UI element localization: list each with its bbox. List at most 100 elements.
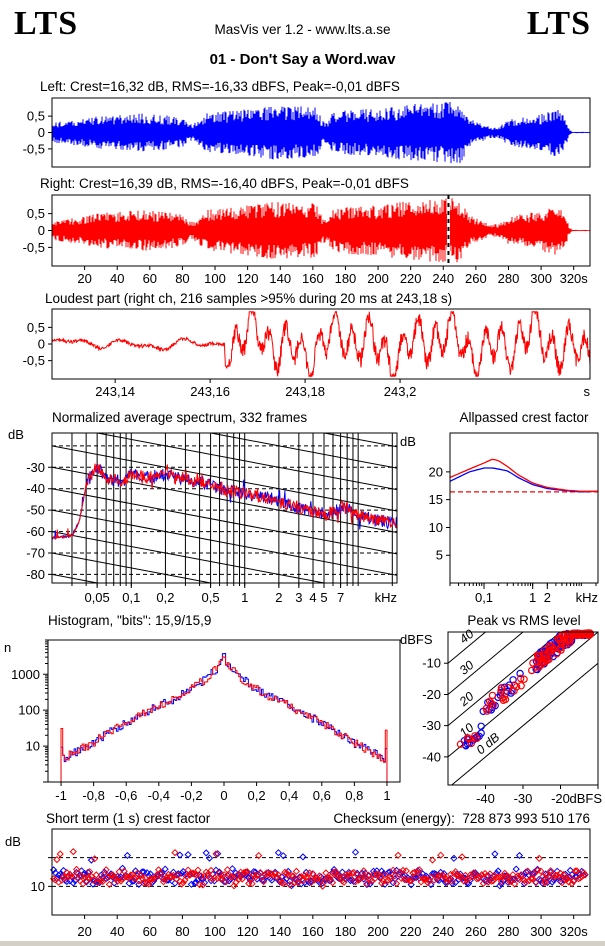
allpassed-crest-title: Allpassed crest factor xyxy=(459,410,589,425)
checksum-label: Checksum (energy): xyxy=(333,811,455,826)
svg-text:-20: -20 xyxy=(551,791,570,806)
svg-text:60: 60 xyxy=(143,924,157,939)
svg-text:243,16: 243,16 xyxy=(190,384,230,399)
svg-text:240: 240 xyxy=(432,924,454,939)
svg-text:243,18: 243,18 xyxy=(285,384,325,399)
checksum-line: Checksum (energy): 728 873 993 510 176 xyxy=(333,811,590,826)
svg-text:243,14: 243,14 xyxy=(95,384,135,399)
svg-text:120: 120 xyxy=(237,271,259,286)
svg-text:200: 200 xyxy=(367,924,389,939)
svg-text:0,5: 0,5 xyxy=(202,590,220,605)
svg-text:kHz: kHz xyxy=(375,590,397,605)
peak-vs-rms-title: Peak vs RMS level xyxy=(467,613,581,628)
svg-text:200: 200 xyxy=(367,271,389,286)
svg-text:220: 220 xyxy=(400,924,422,939)
svg-text:0: 0 xyxy=(38,223,45,238)
svg-text:243,2: 243,2 xyxy=(384,384,417,399)
right-channel-stats-title: Right: Crest=16,39 dB, RMS=-16,40 dBFS, … xyxy=(40,176,409,191)
svg-text:220: 220 xyxy=(400,271,422,286)
svg-text:0,5: 0,5 xyxy=(27,206,45,221)
svg-text:280: 280 xyxy=(498,271,520,286)
svg-text:80: 80 xyxy=(175,271,189,286)
svg-text:-80: -80 xyxy=(26,567,45,582)
svg-text:30: 30 xyxy=(457,658,477,678)
svg-text:-40: -40 xyxy=(26,481,45,496)
svg-text:320s: 320s xyxy=(560,924,589,939)
svg-text:40: 40 xyxy=(457,627,477,647)
left-channel-stats-title: Left: Crest=16,32 dB, RMS=-16,33 dBFS, P… xyxy=(40,79,400,94)
svg-text:120: 120 xyxy=(237,924,259,939)
svg-text:-0,5: -0,5 xyxy=(23,353,45,368)
svg-text:-0,5: -0,5 xyxy=(23,240,45,255)
svg-text:-50: -50 xyxy=(26,503,45,518)
svg-text:180: 180 xyxy=(335,271,357,286)
svg-text:-0,5: -0,5 xyxy=(23,141,45,156)
svg-text:160: 160 xyxy=(302,271,324,286)
svg-text:-0,4: -0,4 xyxy=(148,788,170,803)
svg-text:60: 60 xyxy=(143,271,157,286)
svg-text:0,2: 0,2 xyxy=(156,590,174,605)
svg-text:0,1: 0,1 xyxy=(475,590,493,605)
svg-text:80: 80 xyxy=(175,924,189,939)
svg-text:dB: dB xyxy=(8,427,24,442)
svg-text:1000: 1000 xyxy=(11,667,40,682)
short-term-crest-chart: 10 20 40 60 80 100 120 140 160 180 200 220 240 260 280… xyxy=(5,828,591,939)
svg-text:-0,2: -0,2 xyxy=(180,788,202,803)
left-waveform-chart: 0,50-0,5 xyxy=(23,97,591,168)
svg-text:10: 10 xyxy=(26,739,40,754)
svg-text:20: 20 xyxy=(77,924,91,939)
svg-text:300: 300 xyxy=(530,271,552,286)
svg-text:2: 2 xyxy=(544,590,551,605)
logo-lts-right: LTS xyxy=(526,5,591,42)
svg-text:4: 4 xyxy=(309,590,316,605)
svg-text:260: 260 xyxy=(465,924,487,939)
svg-text:n: n xyxy=(4,640,11,655)
svg-text:-30: -30 xyxy=(514,791,533,806)
svg-text:40: 40 xyxy=(110,271,124,286)
svg-text:-30: -30 xyxy=(26,460,45,475)
window-bottom-edge xyxy=(0,941,605,946)
svg-text:240: 240 xyxy=(432,271,454,286)
svg-text:15: 15 xyxy=(429,492,443,507)
svg-text:280: 280 xyxy=(498,924,520,939)
svg-text:300: 300 xyxy=(530,924,552,939)
svg-text:140: 140 xyxy=(269,924,291,939)
svg-text:160: 160 xyxy=(302,924,324,939)
svg-text:20: 20 xyxy=(77,271,91,286)
spectrum-title: Normalized average spectrum, 332 frames xyxy=(52,410,308,425)
svg-text:5: 5 xyxy=(320,590,327,605)
svg-text:0,4: 0,4 xyxy=(280,788,298,803)
short-term-crest-title: Short term (1 s) crest factor xyxy=(46,811,211,826)
svg-text:2: 2 xyxy=(275,590,282,605)
svg-text:140: 140 xyxy=(269,271,291,286)
app-version-line: MasVis ver 1.2 - www.lts.a.se xyxy=(214,22,391,37)
svg-text:-20: -20 xyxy=(422,687,441,702)
svg-text:1: 1 xyxy=(529,590,536,605)
svg-text:-40: -40 xyxy=(476,791,495,806)
svg-text:180: 180 xyxy=(335,924,357,939)
svg-text:dBFS: dBFS xyxy=(569,791,602,806)
allpassed-crest-chart: 20 15 10 5 0,1 1 2 kHz dB xyxy=(400,432,599,605)
svg-text:-40: -40 xyxy=(422,749,441,764)
svg-text:1: 1 xyxy=(241,590,248,605)
svg-text:20: 20 xyxy=(456,689,476,709)
loudest-part-title: Loudest part (right ch, 216 samples >95%… xyxy=(45,291,453,306)
svg-text:40: 40 xyxy=(110,924,124,939)
svg-text:100: 100 xyxy=(204,924,226,939)
histogram-chart: 10 100 1000 -1 -0,8 -0,6 -0,4 -0,2 0 0,2 0,4 0,6 0,8… xyxy=(4,639,401,803)
svg-text:10: 10 xyxy=(31,879,45,894)
svg-text:-30: -30 xyxy=(422,718,441,733)
file-title: 01 - Don't Say a Word.wav xyxy=(209,51,396,68)
svg-text:dB: dB xyxy=(400,434,416,449)
svg-text:20: 20 xyxy=(429,464,443,479)
svg-text:320s: 320s xyxy=(560,271,589,286)
svg-text:-0,6: -0,6 xyxy=(115,788,137,803)
svg-text:dBFS: dBFS xyxy=(400,632,433,647)
svg-text:260: 260 xyxy=(465,271,487,286)
svg-text:-0,8: -0,8 xyxy=(82,788,104,803)
svg-text:s: s xyxy=(584,384,591,399)
svg-text:0,5: 0,5 xyxy=(27,109,45,124)
svg-text:-70: -70 xyxy=(26,546,45,561)
